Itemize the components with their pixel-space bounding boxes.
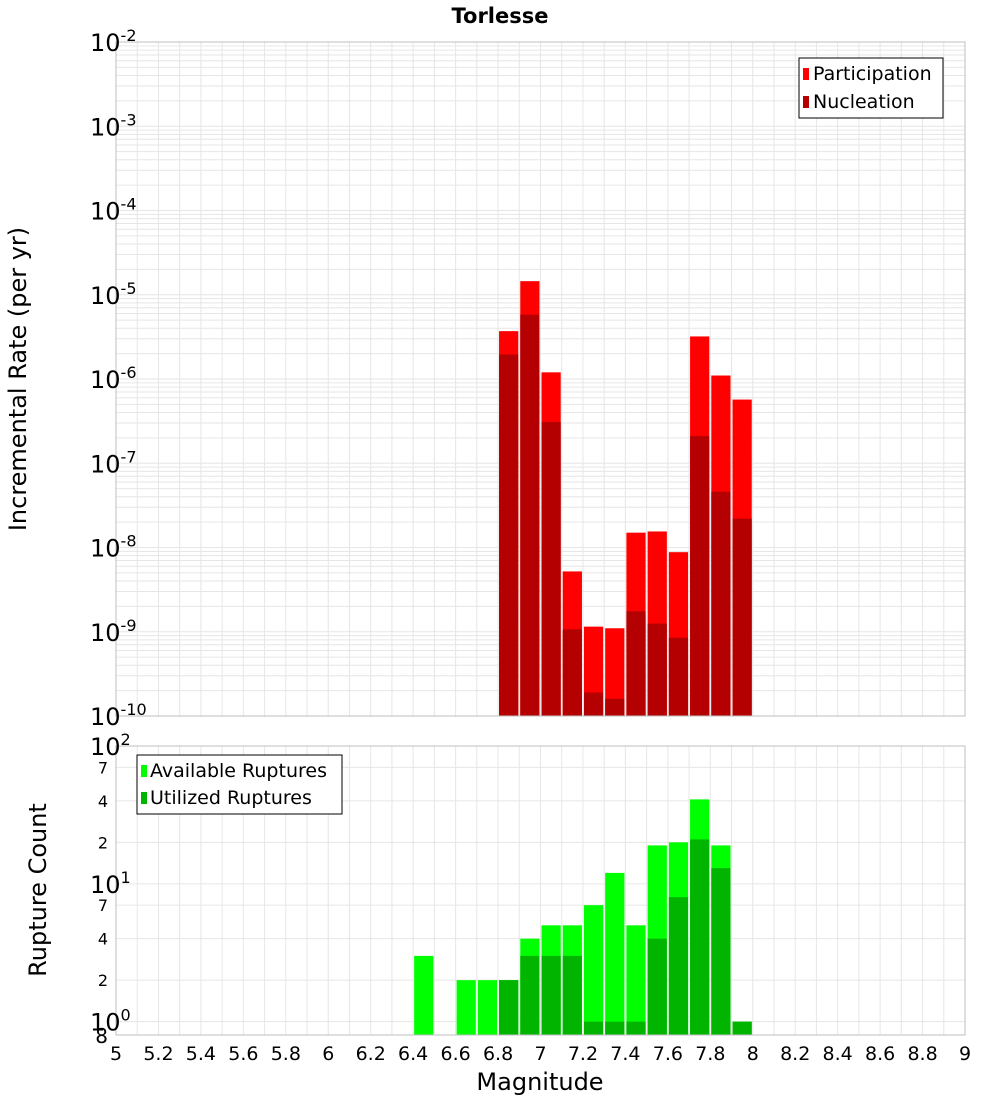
participation-bar [605,628,625,716]
nucleation-legend-swatch [803,96,809,108]
top-y-tick-label: 10-8 [90,532,137,563]
nucleation-bar [732,518,752,716]
utilized-bar [583,1021,604,1035]
top-y-tick-label: 10-10 [90,700,147,731]
x-axis-label: Magnitude [476,1068,603,1096]
nucleation-bar [668,637,689,716]
x-tick-label: 9 [959,1043,971,1065]
bottom-y-minor-tick-label: 7 [98,896,108,915]
top-y-tick-label: 10-6 [90,363,137,394]
x-tick-label: 5.4 [186,1043,216,1065]
x-tick-label: 7.2 [568,1043,598,1065]
top-plot-frame [115,41,966,717]
bottom-legend-box [136,754,343,815]
utilized-bar [626,1021,646,1035]
utilized-bar [562,955,582,1035]
nucleation-bar [562,629,582,716]
x-tick-label: 5.6 [228,1043,258,1065]
x-tick-label: 5.8 [271,1043,301,1065]
x-tick-label: 5 [110,1043,122,1065]
nucleation-bar [520,314,540,716]
utilized-legend-label: Utilized Ruptures [150,787,312,809]
x-tick-label: 8.2 [780,1043,810,1065]
x-tick-label: 7.6 [653,1043,683,1065]
bottom-y-minor-tick-label: 7 [98,758,108,777]
nucleation-bar [605,698,625,716]
x-tick-label: 8.6 [865,1043,895,1065]
bottom-y-minor-tick-label: 4 [98,792,108,811]
bottom-y-tick-label: 101 [90,868,131,899]
bottom-plot-frame [115,745,966,1036]
participation-legend-swatch [803,68,809,80]
utilized-bar [647,938,667,1035]
utilized-bar [690,839,710,1035]
available-bar [477,980,498,1035]
available-bar [456,980,476,1035]
nucleation-bar [583,692,604,716]
available-legend-label: Available Ruptures [150,760,327,782]
bottom-y-tick-label: 102 [90,730,131,761]
top-legend-box [798,57,944,119]
x-tick-label: 5.2 [143,1043,173,1065]
available-bar [583,905,604,1035]
x-tick-label: 8.4 [823,1043,853,1065]
nucleation-bar [690,436,710,716]
chart-title: Torlesse [451,4,548,28]
available-legend-swatch [141,765,147,777]
x-tick-label: 6.4 [398,1043,428,1065]
bottom-y-minor-tick-label: 8 [95,1024,108,1048]
bottom-y-axis-label: Rupture Count [24,803,52,977]
x-tick-label: 6.2 [356,1043,386,1065]
utilized-bar [711,868,731,1035]
participation-legend-label: Participation [813,63,932,85]
top-y-tick-label: 10-7 [90,447,137,478]
x-tick-label: 7.4 [610,1043,640,1065]
bottom-y-minor-tick-label: 2 [98,833,108,852]
x-tick-label: 8 [747,1043,759,1065]
x-tick-label: 7 [534,1043,546,1065]
bottom-y-tick-label: 100 [90,1006,131,1037]
nucleation-bar [647,623,667,716]
top-y-tick-label: 10-3 [90,110,137,141]
utilized-bar [605,1021,625,1035]
top-grid [115,42,966,717]
nucleation-bar [626,611,646,716]
x-tick-label: 6.8 [483,1043,513,1065]
nucleation-bar [499,354,519,716]
available-bar [605,872,625,1035]
top-y-tick-label: 10-2 [90,26,137,57]
x-tick-label: 6.6 [440,1043,470,1065]
utilized-bar [668,897,689,1035]
available-bar [414,955,434,1035]
nucleation-bar [711,491,731,716]
x-tick-label: 6 [322,1043,334,1065]
utilized-bar [541,955,561,1035]
top-y-tick-label: 10-4 [90,195,137,226]
top-y-tick-label: 10-5 [90,279,137,310]
utilized-bar [520,955,540,1035]
nucleation-bar [541,421,561,716]
x-tick-label: 8.8 [907,1043,937,1065]
utilized-bar [499,980,519,1035]
top-y-tick-label: 10-9 [90,616,137,647]
bottom-y-minor-tick-label: 4 [98,930,108,949]
utilized-legend-swatch [141,792,147,804]
bottom-y-minor-tick-label: 2 [98,971,108,990]
x-tick-label: 7.8 [695,1043,725,1065]
top-y-axis-label: Incremental Rate (per yr) [4,227,32,531]
nucleation-legend-label: Nucleation [813,91,915,113]
available-bar [626,925,646,1035]
utilized-bar [732,1021,752,1035]
